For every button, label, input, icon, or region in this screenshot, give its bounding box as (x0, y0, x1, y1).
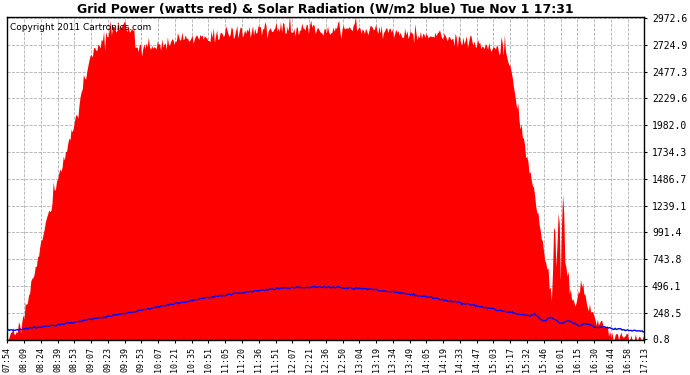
Text: Copyright 2011 Cartronics.com: Copyright 2011 Cartronics.com (10, 23, 152, 32)
Title: Grid Power (watts red) & Solar Radiation (W/m2 blue) Tue Nov 1 17:31: Grid Power (watts red) & Solar Radiation… (77, 3, 574, 16)
